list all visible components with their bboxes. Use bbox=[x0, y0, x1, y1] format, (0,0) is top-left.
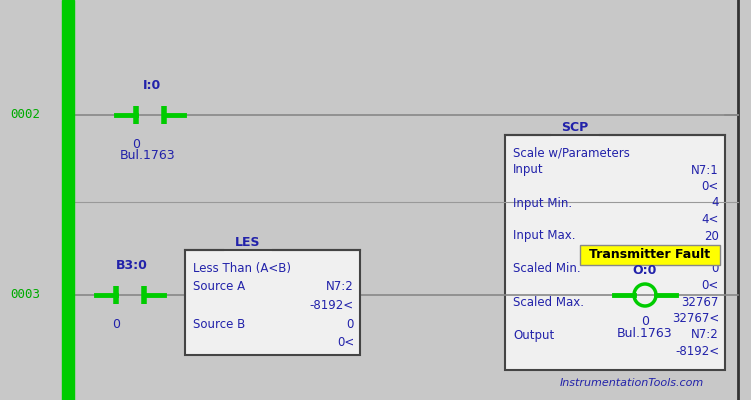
Text: B3:0: B3:0 bbox=[116, 259, 148, 272]
Bar bbox=[505, 135, 725, 370]
Text: Scaled Min.: Scaled Min. bbox=[513, 262, 581, 276]
Text: Bul.1763: Bul.1763 bbox=[617, 327, 673, 340]
Text: InstrumentationTools.com: InstrumentationTools.com bbox=[560, 378, 704, 388]
Text: -8192<: -8192< bbox=[310, 299, 354, 312]
Text: Bul.1763: Bul.1763 bbox=[120, 149, 176, 162]
Text: -8192<: -8192< bbox=[675, 345, 719, 358]
Text: SCP: SCP bbox=[562, 121, 589, 134]
Text: 0: 0 bbox=[712, 262, 719, 276]
Text: 32767: 32767 bbox=[682, 296, 719, 308]
Text: N7:1: N7:1 bbox=[691, 164, 719, 176]
Text: Less Than (A<B): Less Than (A<B) bbox=[193, 262, 291, 275]
Text: Source A: Source A bbox=[193, 280, 245, 294]
Text: 4: 4 bbox=[711, 196, 719, 210]
Text: Scaled Max.: Scaled Max. bbox=[513, 296, 584, 308]
Bar bbox=[185, 250, 360, 355]
Text: 0: 0 bbox=[641, 315, 649, 328]
Text: Transmitter Fault: Transmitter Fault bbox=[590, 248, 710, 260]
Text: 4<: 4< bbox=[701, 213, 719, 226]
Text: Input Max.: Input Max. bbox=[513, 230, 575, 242]
Text: 0: 0 bbox=[112, 318, 120, 331]
Text: 0: 0 bbox=[132, 138, 140, 151]
Text: Output: Output bbox=[513, 328, 554, 342]
Bar bbox=[580, 245, 720, 265]
Text: O:0: O:0 bbox=[633, 264, 657, 277]
Text: 0<: 0< bbox=[701, 279, 719, 292]
Text: 20: 20 bbox=[704, 230, 719, 242]
Text: I:0: I:0 bbox=[143, 79, 161, 92]
Text: Input: Input bbox=[513, 164, 544, 176]
Text: Input Min.: Input Min. bbox=[513, 196, 572, 210]
Text: Scale w/Parameters: Scale w/Parameters bbox=[513, 147, 630, 160]
Text: 0<: 0< bbox=[336, 336, 354, 349]
Text: N7:2: N7:2 bbox=[326, 280, 354, 294]
Text: N7:2: N7:2 bbox=[691, 328, 719, 342]
Text: Source B: Source B bbox=[193, 318, 246, 330]
Text: LES: LES bbox=[235, 236, 261, 249]
Text: 0003: 0003 bbox=[10, 288, 40, 302]
Text: 0002: 0002 bbox=[10, 108, 40, 122]
Text: 0<: 0< bbox=[701, 180, 719, 193]
Bar bbox=[62, 0, 74, 400]
Text: 32767<: 32767< bbox=[671, 312, 719, 325]
Text: 0: 0 bbox=[347, 318, 354, 330]
Text: 20<: 20< bbox=[694, 246, 719, 259]
